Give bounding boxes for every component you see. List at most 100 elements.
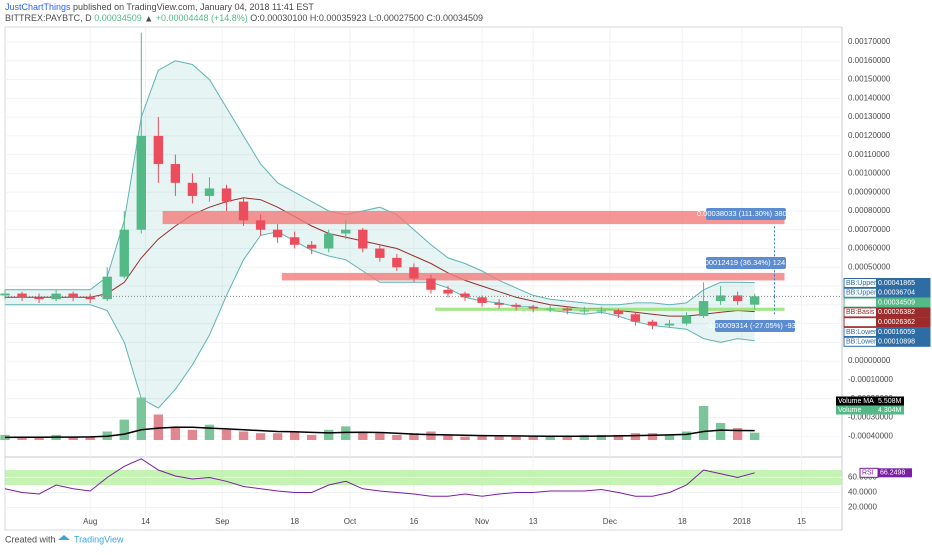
volume-bar	[375, 433, 385, 440]
volume-tag-fill	[876, 396, 904, 406]
volume-bar	[647, 433, 658, 440]
candle-body	[732, 295, 743, 302]
x-tick-label: 18	[678, 517, 687, 526]
volume-bar	[698, 406, 709, 440]
volume-bar	[307, 434, 317, 440]
header-line2: BITTREX:PAYBTC, D 0.00034509 ▲ +0.000044…	[5, 13, 483, 23]
volume-bar	[562, 436, 572, 440]
volume-bar	[85, 436, 95, 440]
candle-body	[375, 248, 385, 258]
annotation: 0.00012419 (36.34%) 12419	[698, 258, 793, 267]
volume-ma	[4, 426, 755, 439]
volume-bar	[596, 434, 607, 440]
candle-body	[85, 297, 95, 300]
y-tick-label: 0.00130000	[848, 112, 891, 121]
band-fill	[5, 60, 755, 409]
candle-body	[613, 310, 624, 315]
candle-body	[341, 229, 351, 234]
volume-bar	[528, 436, 538, 440]
volume-bar	[494, 436, 504, 440]
price: 0.00034509	[94, 13, 142, 23]
price-tag-value: 0.00041865	[878, 280, 915, 287]
price-tag-fill	[876, 288, 930, 298]
volume-tag-value: 5.508M	[878, 398, 902, 405]
rsi-line	[4, 458, 755, 497]
candle-body	[409, 267, 419, 279]
volume-bar	[272, 433, 283, 440]
upper-line	[5, 60, 755, 306]
candle-body	[426, 278, 436, 290]
candle-body	[664, 323, 675, 326]
candle-body	[34, 297, 44, 300]
candle-body	[392, 257, 402, 268]
candle-body	[545, 308, 555, 310]
candle-body	[204, 188, 215, 196]
volume-bar	[17, 436, 27, 440]
volume-bar	[221, 429, 232, 440]
x-tick-label: Aug	[83, 517, 97, 526]
y-tick-label: -0.00040000	[848, 431, 893, 440]
x-tick-label: Oct	[344, 517, 357, 526]
candle-body	[562, 308, 572, 311]
candle-body	[698, 301, 709, 317]
y-tick-label: 0.00120000	[848, 131, 891, 140]
y-tick-label: 0.00160000	[848, 56, 891, 65]
y-tick-label: 0.00170000	[848, 37, 891, 46]
volume-bar	[460, 436, 470, 440]
y-tick-label: -0.00010000	[848, 375, 893, 384]
footer-created: Created with	[5, 534, 56, 544]
candle-body	[17, 293, 27, 298]
price-tag-value: 0.00036704	[878, 290, 915, 297]
price-tag-fill	[876, 278, 930, 288]
volume-tag-name: Volume	[838, 407, 861, 414]
price-tag-fill	[876, 298, 930, 308]
candle-body	[681, 316, 692, 324]
annotation: -0.00009314 (-27.05%) -9314	[706, 321, 804, 330]
x-tick-label: 15	[797, 517, 806, 526]
footer-brand: TradingView	[74, 534, 124, 544]
candle-body	[238, 201, 249, 221]
price-tag-value: 0.00034509	[878, 299, 915, 306]
x-tick-label: Sep	[215, 517, 230, 526]
candle-body	[460, 293, 470, 298]
candle-body	[255, 220, 266, 230]
rsi-tag-name: RSI	[862, 470, 874, 477]
published: published on TradingView.com, January 04…	[73, 2, 314, 12]
candle-body	[630, 314, 641, 322]
candle-body	[715, 295, 726, 302]
candle-body	[119, 229, 129, 277]
y-tick-label: 0.00090000	[848, 187, 891, 196]
rsi-tag-value: 66.2498	[880, 470, 905, 477]
candle-body	[443, 289, 453, 294]
volume-bar	[238, 431, 249, 440]
annotation-box	[715, 320, 795, 332]
volume-bar	[426, 431, 436, 440]
candle-body	[102, 276, 112, 300]
annotation-box	[706, 208, 786, 220]
price-tag-fill	[876, 307, 930, 317]
candle-body	[749, 296, 760, 305]
volume-tag-fill	[876, 405, 904, 415]
y-tick-label: 0.00050000	[848, 262, 891, 271]
volume-bar	[681, 431, 692, 440]
y-tick-label: 0.00060000	[848, 244, 891, 253]
volume-bar	[579, 434, 589, 440]
candle-body	[153, 135, 164, 165]
price-tag-fill	[876, 327, 930, 337]
candle-body	[324, 233, 334, 249]
candle-body	[0, 293, 10, 296]
zone	[162, 210, 785, 225]
volume-bar	[187, 429, 198, 440]
lower-line	[5, 231, 755, 409]
price-tag-name: BB:Upper	[846, 280, 877, 287]
volume-bar	[0, 434, 10, 440]
volume-bar	[630, 433, 641, 440]
candle-body	[511, 304, 521, 307]
price-tag-value: 0.00010898	[878, 339, 915, 346]
x-tick-label: 13	[529, 517, 538, 526]
x-tick-label: 2018	[733, 517, 751, 526]
zone	[281, 272, 785, 281]
y-tick-label: -0.00030000	[848, 413, 893, 422]
